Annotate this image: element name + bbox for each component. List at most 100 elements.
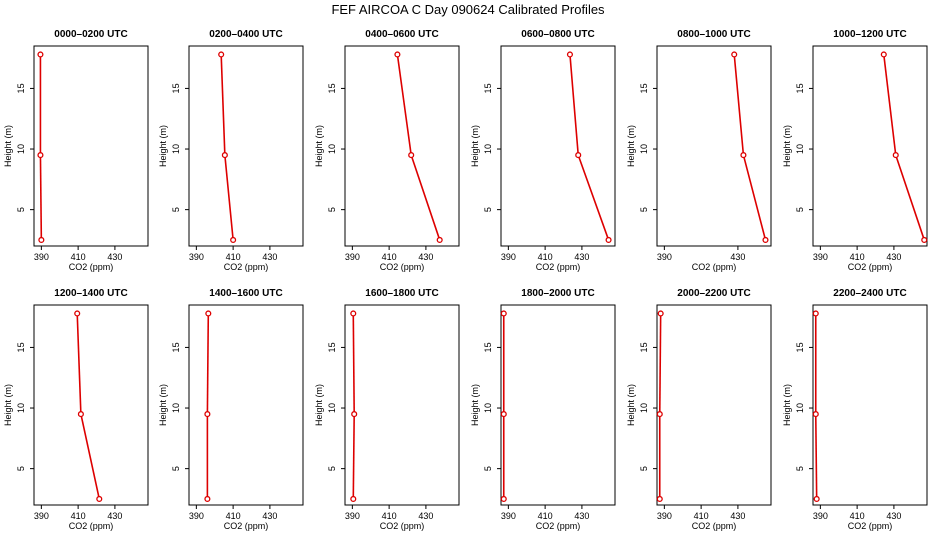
y-axis-label: Height (m)	[314, 384, 324, 426]
y-axis-label: Height (m)	[626, 384, 636, 426]
y-tick-label: 10	[795, 144, 805, 154]
x-tick-label: 390	[813, 252, 828, 262]
x-axis-label: CO2 (ppm)	[692, 262, 737, 272]
profile-line	[894, 154, 926, 241]
data-point	[205, 310, 212, 317]
y-tick-label: 5	[639, 466, 649, 471]
profile-line	[206, 313, 210, 415]
data-point	[77, 411, 84, 418]
chart-panel: 1600–1800 UTC 390 410 430 5 10 15 CO2 (ppm) Heig…	[314, 288, 460, 531]
profile-line	[396, 54, 412, 156]
y-tick-label: 10	[327, 144, 337, 154]
x-tick-label: 410	[694, 511, 709, 521]
chart-panel: 0400–0600 UTC 390 410 430 5 10 15 CO2 (ppm) Heig…	[314, 29, 460, 272]
y-tick-label: 10	[795, 403, 805, 413]
profile-line	[220, 54, 226, 156]
profile-line	[352, 414, 355, 499]
data-point	[74, 310, 81, 317]
x-tick-label: 390	[501, 511, 516, 521]
x-tick-label: 430	[418, 252, 433, 262]
y-tick-label: 15	[327, 83, 337, 93]
chart-panel: 1000–1200 UTC 390 410 430 5 10 15 CO2 (ppm) Heig…	[782, 29, 928, 272]
chart-panel: 0800–1000 UTC 390 430 5 10 15 CO2 (ppm) Height …	[626, 29, 772, 272]
profile-line	[814, 414, 818, 499]
plot-frame	[656, 45, 772, 247]
plot-frame	[33, 304, 149, 506]
x-axis-label: CO2 (ppm)	[380, 262, 425, 272]
data-point	[762, 236, 769, 243]
y-tick-label: 15	[639, 342, 649, 352]
x-tick-label: 390	[813, 511, 828, 521]
plot-frame	[812, 45, 928, 247]
data-point	[575, 152, 582, 159]
y-tick-label: 5	[16, 466, 26, 471]
x-tick-label: 430	[107, 511, 122, 521]
y-axis-label: Height (m)	[782, 125, 792, 167]
x-axis-label: CO2 (ppm)	[848, 262, 893, 272]
y-tick-label: 15	[795, 342, 805, 352]
plot-frame	[812, 304, 928, 506]
data-point	[500, 310, 507, 317]
y-axis-label: Height (m)	[3, 125, 13, 167]
panel-title: 0000–0200 UTC	[54, 29, 127, 40]
y-tick-label: 15	[483, 342, 493, 352]
x-tick-label: 410	[538, 252, 553, 262]
panel-title: 0600–0800 UTC	[521, 29, 594, 40]
profile-line	[76, 313, 82, 415]
y-tick-label: 10	[639, 403, 649, 413]
x-axis-label: CO2 (ppm)	[69, 521, 114, 531]
data-point	[38, 236, 45, 243]
data-point	[892, 152, 899, 159]
y-tick-label: 15	[327, 342, 337, 352]
y-axis-label: Height (m)	[158, 384, 168, 426]
x-tick-label: 390	[345, 252, 360, 262]
x-tick-label: 430	[262, 252, 277, 262]
chart-panel: 0000–0200 UTC 390 410 430 5 10 15 CO2 (ppm) Heig…	[3, 29, 149, 272]
x-axis-label: CO2 (ppm)	[69, 262, 114, 272]
data-point	[813, 495, 820, 502]
plot-frame	[500, 304, 616, 506]
x-axis-label: CO2 (ppm)	[224, 262, 269, 272]
y-tick-label: 15	[16, 83, 26, 93]
y-axis-label: Height (m)	[3, 384, 13, 426]
y-tick-label: 5	[795, 207, 805, 212]
panel-title: 1600–1800 UTC	[365, 288, 438, 299]
x-tick-label: 430	[107, 252, 122, 262]
data-point	[350, 310, 357, 317]
y-tick-label: 15	[171, 83, 181, 93]
data-point	[921, 236, 928, 243]
plot-frame	[188, 304, 304, 506]
chart-panel: 1800–2000 UTC 390 410 430 5 10 15 CO2 (ppm) Heig…	[470, 288, 616, 531]
chart-panel: 0200–0400 UTC 390 410 430 5 10 15 CO2 (ppm) Heig…	[158, 29, 304, 272]
x-axis-label: CO2 (ppm)	[536, 521, 581, 531]
y-tick-label: 15	[16, 342, 26, 352]
x-tick-label: 430	[574, 252, 589, 262]
data-point	[657, 310, 664, 317]
profile-line	[569, 54, 580, 156]
y-axis-label: Height (m)	[626, 125, 636, 167]
y-axis-label: Height (m)	[158, 125, 168, 167]
plot-frame	[188, 45, 304, 247]
y-tick-label: 10	[16, 403, 26, 413]
data-point	[96, 495, 103, 502]
chart-panel: 1200–1400 UTC 390 410 430 5 10 15 CO2 (ppm) Heig…	[3, 288, 149, 531]
data-point	[221, 152, 228, 159]
data-point	[656, 411, 663, 418]
data-point	[394, 51, 401, 58]
x-tick-label: 430	[886, 252, 901, 262]
y-axis-label: Height (m)	[314, 125, 324, 167]
x-tick-label: 390	[657, 252, 672, 262]
data-point	[350, 495, 357, 502]
y-tick-label: 5	[16, 207, 26, 212]
profile-line	[733, 54, 745, 156]
data-point	[731, 51, 738, 58]
y-tick-label: 10	[171, 144, 181, 154]
y-tick-label: 10	[327, 403, 337, 413]
profile-line	[80, 413, 101, 500]
y-tick-label: 5	[795, 466, 805, 471]
x-tick-label: 430	[730, 511, 745, 521]
panel-title: 0400–0600 UTC	[365, 29, 438, 40]
data-point	[500, 495, 507, 502]
y-axis-label: Height (m)	[782, 384, 792, 426]
y-tick-label: 10	[483, 144, 493, 154]
